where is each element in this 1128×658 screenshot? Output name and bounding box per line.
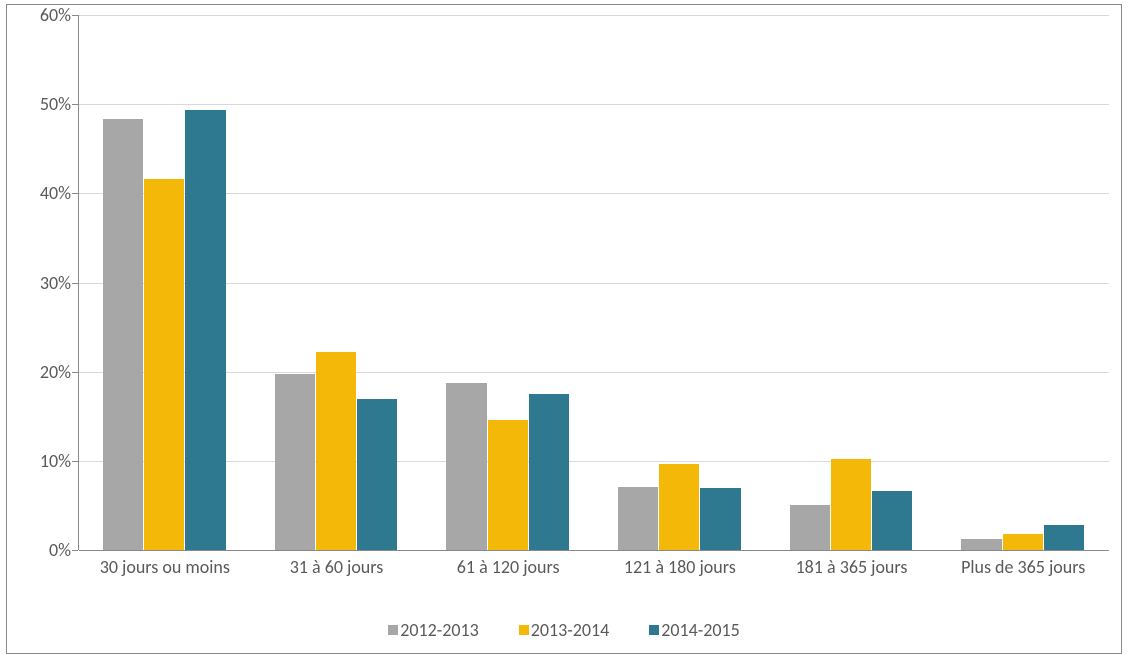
y-axis-label: 30% bbox=[40, 272, 79, 294]
category: 121 à 180 jours bbox=[594, 15, 766, 550]
x-axis-label: 30 jours ou moins bbox=[79, 550, 251, 579]
bar bbox=[144, 179, 184, 550]
category: 61 à 120 jours bbox=[422, 15, 594, 550]
bar bbox=[1003, 534, 1043, 550]
y-axis-label: 0% bbox=[49, 539, 79, 561]
x-axis-label: Plus de 365 jours bbox=[937, 550, 1109, 579]
bar bbox=[316, 352, 356, 550]
y-axis-label: 60% bbox=[40, 4, 79, 26]
legend-label: 2013-2014 bbox=[531, 619, 610, 641]
legend: 2012-2013 2013-2014 2014-2015 bbox=[7, 619, 1121, 641]
bar bbox=[488, 420, 528, 550]
legend-swatch bbox=[388, 625, 398, 635]
category: 181 à 365 jours bbox=[766, 15, 938, 550]
y-axis-label: 10% bbox=[40, 450, 79, 472]
bar bbox=[961, 539, 1001, 550]
plot-area: 0%10%20%30%40%50%60%30 jours ou moins31 … bbox=[79, 15, 1109, 550]
y-axis-label: 50% bbox=[40, 93, 79, 115]
legend-swatch bbox=[649, 625, 659, 635]
bar bbox=[529, 394, 569, 550]
bar bbox=[872, 491, 912, 550]
bar bbox=[700, 488, 740, 550]
bar bbox=[659, 464, 699, 550]
x-axis-label: 181 à 365 jours bbox=[766, 550, 938, 579]
legend-item: 2014-2015 bbox=[649, 619, 740, 641]
category: 31 à 60 jours bbox=[251, 15, 423, 550]
chart-frame: 0%10%20%30%40%50%60%30 jours ou moins31 … bbox=[6, 4, 1122, 654]
y-axis-label: 40% bbox=[40, 182, 79, 204]
legend-label: 2014-2015 bbox=[661, 619, 740, 641]
x-axis-label: 31 à 60 jours bbox=[251, 550, 423, 579]
legend-item: 2012-2013 bbox=[388, 619, 479, 641]
bar bbox=[357, 399, 397, 550]
x-axis-label: 121 à 180 jours bbox=[594, 550, 766, 579]
y-axis-label: 20% bbox=[40, 361, 79, 383]
bar bbox=[275, 374, 315, 550]
bar bbox=[618, 487, 658, 550]
bar bbox=[1044, 525, 1084, 550]
legend-item: 2013-2014 bbox=[519, 619, 610, 641]
legend-label: 2012-2013 bbox=[400, 619, 479, 641]
bar bbox=[185, 110, 225, 550]
bar bbox=[790, 505, 830, 550]
bar bbox=[103, 119, 143, 550]
category: 30 jours ou moins bbox=[79, 15, 251, 550]
legend-swatch bbox=[519, 625, 529, 635]
category: Plus de 365 jours bbox=[937, 15, 1109, 550]
x-axis-label: 61 à 120 jours bbox=[422, 550, 594, 579]
bar bbox=[446, 383, 486, 550]
bar bbox=[831, 459, 871, 550]
